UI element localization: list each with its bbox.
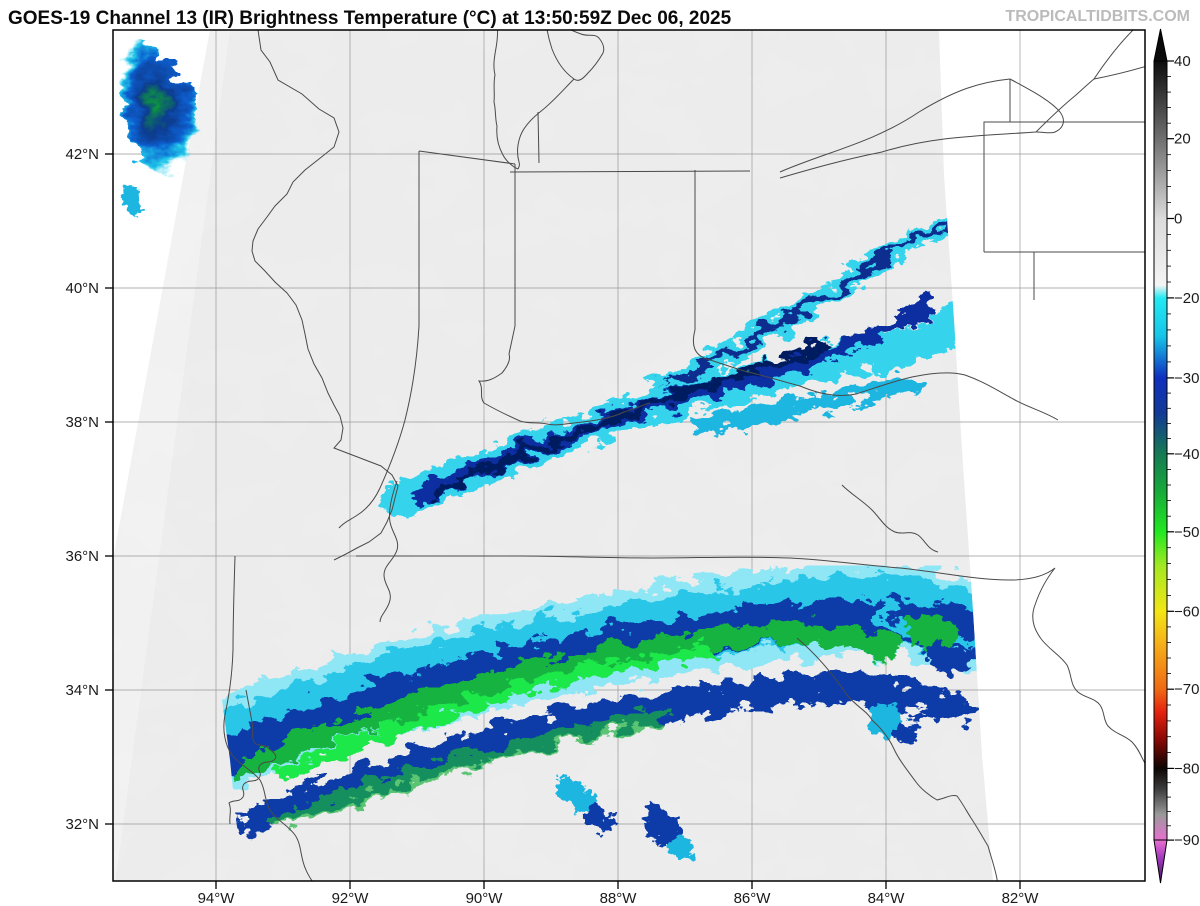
- svg-text:34°N: 34°N: [65, 682, 99, 699]
- svg-text:40: 40: [1174, 53, 1191, 70]
- svg-text:40°N: 40°N: [65, 280, 99, 297]
- svg-text:38°N: 38°N: [65, 414, 99, 431]
- svg-text:−40: −40: [1174, 446, 1199, 463]
- svg-text:88°W: 88°W: [600, 890, 638, 906]
- svg-text:90°W: 90°W: [466, 890, 504, 906]
- svg-text:42°N: 42°N: [65, 146, 99, 163]
- svg-text:82°W: 82°W: [1002, 890, 1040, 906]
- svg-text:86°W: 86°W: [734, 890, 772, 906]
- svg-text:84°W: 84°W: [868, 890, 906, 906]
- svg-text:0: 0: [1174, 211, 1182, 228]
- svg-text:94°W: 94°W: [198, 890, 236, 906]
- svg-text:−70: −70: [1174, 681, 1199, 698]
- svg-text:32°N: 32°N: [65, 816, 99, 833]
- svg-text:−50: −50: [1174, 524, 1199, 541]
- svg-text:−20: −20: [1174, 290, 1199, 307]
- svg-text:−60: −60: [1174, 603, 1199, 620]
- svg-text:36°N: 36°N: [65, 548, 99, 565]
- svg-text:−30: −30: [1174, 370, 1199, 387]
- svg-text:92°W: 92°W: [332, 890, 370, 906]
- svg-text:20: 20: [1174, 131, 1191, 148]
- svg-text:−80: −80: [1174, 760, 1199, 777]
- svg-text:−90: −90: [1174, 832, 1199, 849]
